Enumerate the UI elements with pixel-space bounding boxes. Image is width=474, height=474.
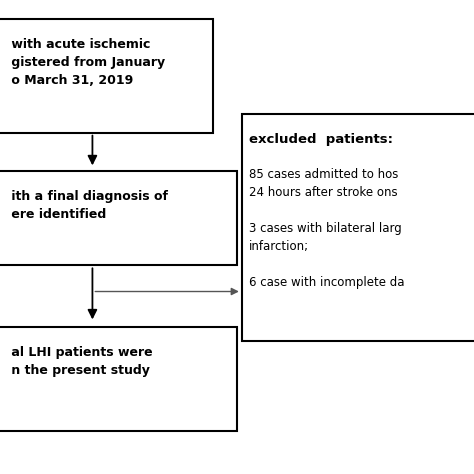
Text: 85 cases admitted to hos
24 hours after stroke ons

3 cases with bilateral larg
: 85 cases admitted to hos 24 hours after …: [249, 168, 404, 289]
Text: with acute ischemic
 gistered from January
 o March 31, 2019: with acute ischemic gistered from Januar…: [7, 38, 165, 87]
FancyBboxPatch shape: [0, 327, 237, 431]
FancyBboxPatch shape: [0, 19, 213, 133]
FancyBboxPatch shape: [242, 114, 474, 341]
Text: al LHI patients were
 n the present study: al LHI patients were n the present study: [7, 346, 153, 377]
Text: ith a final diagnosis of
 ere identified: ith a final diagnosis of ere identified: [7, 190, 168, 220]
FancyBboxPatch shape: [0, 171, 237, 265]
Text: excluded  patients:: excluded patients:: [249, 133, 393, 146]
